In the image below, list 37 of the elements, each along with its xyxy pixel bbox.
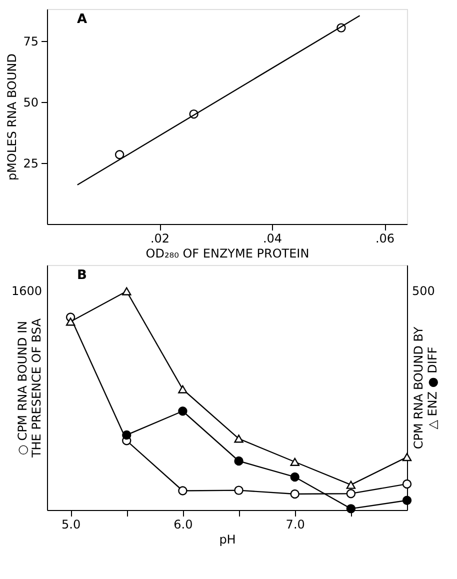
x-axis-title: OD₂₈₀ OF ENZYME PROTEIN xyxy=(146,246,310,260)
text: B xyxy=(77,268,87,283)
y-tick-label: 50 xyxy=(23,95,38,110)
point xyxy=(178,486,188,496)
point xyxy=(114,150,124,160)
x-tick-label: .04 xyxy=(262,232,282,246)
point xyxy=(346,489,356,498)
point xyxy=(66,318,76,326)
point xyxy=(346,504,356,514)
point xyxy=(234,486,244,495)
y-axis-title: pMOLES RNA BOUND xyxy=(5,54,20,180)
point xyxy=(122,287,132,296)
text: 500 xyxy=(412,284,435,298)
point xyxy=(290,489,300,499)
x-tick-label: 6.0 xyxy=(174,518,193,532)
point xyxy=(178,406,188,416)
y2-axis-title: CPM RNA BOUND BY △ ENZ ● DIFF xyxy=(412,326,440,450)
text: 1600 xyxy=(11,284,42,298)
annotation: A xyxy=(77,12,88,27)
y-tick-label: 25 xyxy=(23,156,38,170)
x-tick-label: 7.0 xyxy=(286,518,305,532)
point xyxy=(290,458,300,466)
point xyxy=(402,496,412,505)
x-tick-label: .02 xyxy=(150,232,170,246)
point xyxy=(290,472,300,482)
point xyxy=(234,456,244,466)
point xyxy=(402,479,412,489)
point xyxy=(178,385,188,394)
x-tick-label: .06 xyxy=(375,232,395,246)
x-tick-label: 5.0 xyxy=(62,518,81,532)
x-axis-title: pH xyxy=(219,532,236,546)
point xyxy=(122,430,132,440)
point xyxy=(234,434,244,443)
y-axis-title: ○ CPM RNA BOUND IN THE PRESENCE OF BSA xyxy=(16,318,44,459)
point xyxy=(402,453,412,462)
y-tick-label: 75 xyxy=(23,34,38,48)
point xyxy=(346,480,356,489)
